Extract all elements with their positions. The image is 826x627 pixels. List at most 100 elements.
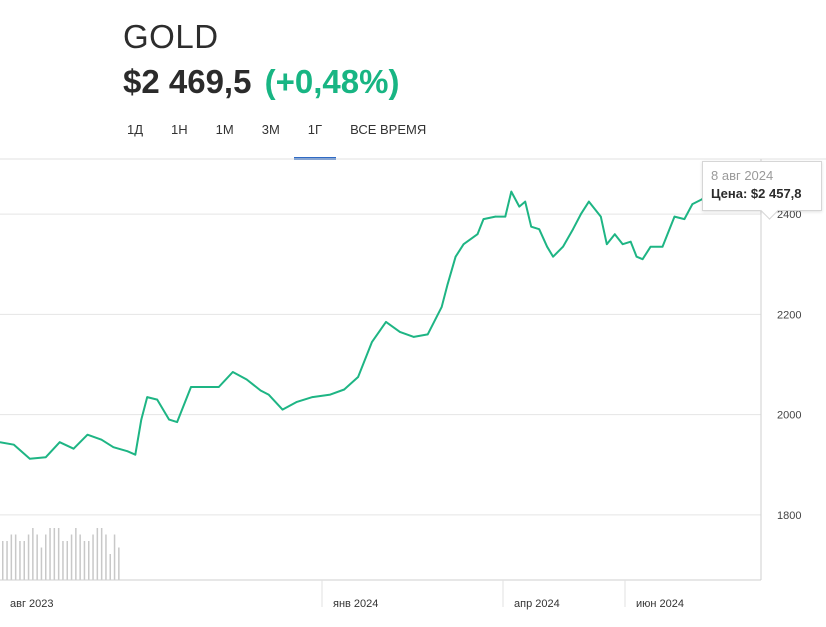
price-point (100, 438, 103, 441)
tab-1m[interactable]: 1М (215, 122, 234, 137)
price-point (476, 233, 479, 235)
price-point (691, 203, 694, 205)
price-point (440, 306, 443, 308)
volume-bar (83, 541, 86, 580)
price-point (538, 228, 540, 230)
price-point (510, 190, 513, 193)
price-point (649, 245, 652, 248)
volume-bar (118, 547, 120, 580)
price-point (343, 388, 346, 391)
volume-bar (32, 528, 34, 580)
price-change: (+0,48%) (264, 63, 400, 100)
price-point (530, 225, 532, 228)
price-point (454, 255, 457, 258)
price-point (504, 215, 507, 218)
price-point (673, 215, 676, 218)
price-point (190, 386, 192, 388)
y-axis-ticks: 1800 2000 2200 2400 (777, 209, 801, 522)
price-point (281, 408, 284, 411)
x-tick-label: июн 2024 (636, 598, 684, 610)
price-point (572, 228, 574, 230)
volume-bar (14, 534, 17, 580)
chart-grid (0, 213, 761, 516)
x-tick-label: янв 2024 (333, 598, 378, 610)
price-point (641, 258, 644, 261)
y-tick-label: 2000 (777, 410, 801, 422)
ticker-title: GOLD (123, 18, 219, 55)
volume-bar (109, 554, 111, 580)
price-point (156, 398, 158, 401)
price-point (524, 200, 526, 203)
price-point (311, 396, 314, 398)
price-point (600, 215, 602, 218)
price-point (426, 333, 429, 336)
price-point (446, 283, 449, 286)
y-tick-label: 2200 (777, 309, 801, 321)
volume-bar (75, 528, 77, 580)
volume-bar (23, 541, 25, 580)
tooltip-price: Цена: $2 457,8 (711, 186, 802, 201)
x-tick-label: авг 2023 (10, 598, 54, 610)
price-tooltip: 8 авг 2024 Цена: $2 457,8 (702, 161, 822, 220)
volume-bar (62, 541, 64, 580)
tab-1d[interactable]: 1Д (127, 122, 144, 137)
price-point (45, 456, 47, 459)
price-point (371, 341, 373, 343)
price-point (606, 243, 608, 245)
price-point (218, 386, 220, 388)
price-point (399, 331, 401, 333)
tab-3m[interactable]: 3М (261, 122, 280, 137)
price-point (683, 218, 686, 220)
price-point (140, 418, 143, 421)
x-axis-ticks: авг 2023 янв 2024 апр 2024 июн 2024 (10, 580, 684, 610)
price-row: $2 469,5 (+0,48%) (123, 63, 399, 101)
price-point (29, 457, 31, 460)
volume-bar (53, 528, 56, 580)
current-price: $2 469,5 (123, 63, 252, 100)
volume-bar (45, 534, 47, 580)
price-point (267, 393, 270, 396)
price-point (580, 213, 582, 215)
price-point (134, 453, 137, 456)
price-point (13, 443, 15, 446)
price-point (635, 255, 638, 258)
price-point (168, 418, 170, 421)
volume-bar (88, 541, 90, 580)
volume-bar (49, 528, 51, 580)
volume-bar (36, 534, 38, 580)
volume-bar (40, 547, 43, 580)
volume-bar (113, 534, 116, 580)
price-point (482, 218, 485, 220)
period-tabs: 1Д 1Н 1М 3М 1Г ВСЕ ВРЕМЯ (113, 112, 440, 160)
price-point (518, 205, 521, 208)
price-point (546, 245, 548, 248)
volume-bar (70, 534, 73, 580)
price-point (629, 240, 632, 243)
tab-1w[interactable]: 1Н (171, 122, 188, 137)
y-tick-label: 1800 (777, 510, 801, 522)
price-point (621, 243, 624, 245)
price-point (357, 376, 359, 378)
tab-all-time[interactable]: ВСЕ ВРЕМЯ (350, 122, 427, 137)
volume-bar (19, 541, 21, 580)
price-point (413, 336, 415, 338)
price-point (112, 446, 115, 449)
price-point (245, 378, 248, 381)
price-point (552, 255, 554, 258)
price-point (562, 245, 564, 248)
volume-bar (57, 528, 60, 580)
price-point (259, 389, 262, 392)
price-point (462, 243, 465, 245)
volume-bar (79, 534, 81, 580)
tooltip-date: 8 авг 2024 (711, 168, 774, 183)
volume-bar (92, 534, 94, 580)
price-point (0, 441, 1, 443)
volume-bar (10, 534, 13, 580)
price-point (588, 200, 590, 203)
price-point (86, 433, 89, 436)
x-tick-label: апр 2024 (514, 598, 560, 610)
y-tick-label: 2400 (777, 209, 801, 221)
price-point (204, 386, 206, 388)
price-point (329, 393, 332, 396)
